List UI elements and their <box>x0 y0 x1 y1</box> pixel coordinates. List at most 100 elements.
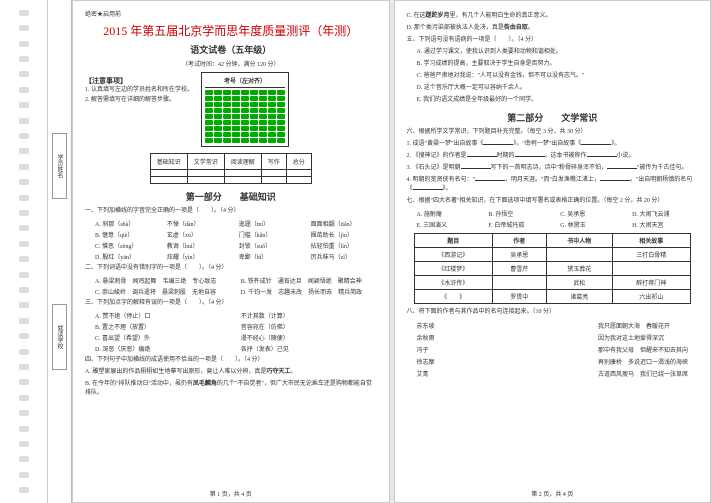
option: B. 惬意（qiè） <box>95 230 161 239</box>
table-cell: 《红楼梦》 <box>414 262 492 276</box>
option: H. 大闹天宫 <box>632 220 698 229</box>
binding-hole <box>19 225 29 231</box>
score-cell: 写作 <box>261 154 286 170</box>
option: D. 深恶（厌恶）痛绝 <box>95 344 231 353</box>
binding-hole <box>19 349 29 355</box>
match-left: 徐志摩 <box>417 357 435 366</box>
omr-bubble <box>214 120 222 125</box>
option: C. 崇山峻岭 调兵遣将 悬梁刺股 无地自容 <box>95 287 231 296</box>
omr-bubble <box>259 126 267 131</box>
option: C. 吴承恩 <box>560 209 626 218</box>
match-right: 我只愿面朝大海 春暖花开 <box>598 321 688 330</box>
omr-bubble <box>232 120 240 125</box>
exam-number-box: 考号（左对齐） <box>201 72 289 147</box>
table-cell: 诸葛亮 <box>546 290 612 304</box>
binding-hole <box>19 102 29 108</box>
omr-bubble <box>205 114 213 119</box>
omr-bubble <box>205 126 213 131</box>
option: 音容宛在（仿佛） <box>241 322 377 331</box>
notice-block: 【注意事项】 1. 认真填写左边的学员姓名和所在学校。 2. 解答需填写在详细的… <box>85 76 193 143</box>
q4-a: A. 雕塑家展出的作品栩栩如生地摹写出原形，竟让人难以分辨，真是巧夺天工。 <box>85 368 377 377</box>
score-table: 基础知识文学常识阅读理解写作总分 <box>150 153 312 184</box>
omr-bubble <box>268 132 276 137</box>
school-box: 就读学校 <box>52 304 67 370</box>
match-left: 冯子 <box>417 345 435 354</box>
option: D. 千钧一发 志趣未改 扬长而去 精兵简政 <box>241 287 377 296</box>
q2-stem: 二、下列词语中没有错别字的一项是（ ）。（4 分） <box>85 264 377 273</box>
match-right: 因为我对这土地爱得深沉 <box>598 333 688 342</box>
q7-stem: 七、根据"四大名著"相关知识，在下面选项中填写署名或表格正确的位置。（每空 2 … <box>407 197 699 206</box>
binding-hole <box>19 441 29 447</box>
option: 各抒（发表）己见 <box>241 344 377 353</box>
option: D. 殷红（yān） <box>95 252 161 261</box>
score-cell <box>286 177 311 184</box>
omr-bubble <box>223 120 231 125</box>
subtitle: 语文试卷（五年级） <box>85 43 377 56</box>
option: 玄虚（xū） <box>167 230 233 239</box>
page-1: 绝密★启用前 2015 年第五届北京学而思年度质量测评（年测） 语文试卷（五年级… <box>72 0 390 503</box>
binding-hole <box>19 333 29 339</box>
omr-bubble <box>223 102 231 107</box>
q5-option: C. 爸爸严肃地对我说："人可以没有金钱，但不可以没有志气。" <box>417 72 699 81</box>
option: B. 孙悟空 <box>488 209 554 218</box>
score-cell <box>286 170 311 177</box>
omr-bubble <box>250 138 258 143</box>
table-header: 相关故事 <box>612 234 690 248</box>
table-cell: 黛玉葬花 <box>546 262 612 276</box>
page-2-footer: 第 2 页，共 4 页 <box>395 489 711 498</box>
match-block: 苏东坡余秋雨冯子徐志摩艾青 我只愿面朝大海 春暖花开因为我对这土地爱得深沉那中有… <box>417 321 689 378</box>
omr-bubble <box>259 108 267 113</box>
score-cell: 基础知识 <box>150 154 187 170</box>
option: 门槛（kǎn） <box>239 230 305 239</box>
score-cell <box>150 170 187 177</box>
omr-bubble <box>241 138 249 143</box>
binding-hole <box>19 410 29 416</box>
omr-bubble <box>268 102 276 107</box>
binding-hole <box>19 272 29 278</box>
omr-bubble <box>241 96 249 101</box>
option: B. 铁杵成针 通宵达旦 闻颖悟绝 聚精会神 <box>241 276 377 285</box>
option: 面面相觑（tiǎn） <box>311 219 377 228</box>
match-right: 再别康桥 多说迟口一渴浅的海峡 <box>598 357 688 366</box>
match-left: 艾青 <box>417 369 435 378</box>
omr-bubble <box>232 138 240 143</box>
omr-bubble <box>241 132 249 137</box>
match-right: 那中有我父母 但醒来不知去其向 <box>598 345 688 354</box>
omr-bubble <box>232 132 240 137</box>
table-header: 题目 <box>414 234 492 248</box>
table-cell: 《水浒传》 <box>414 276 492 290</box>
table-cell: 曹雪芹 <box>492 262 546 276</box>
omr-bubble <box>214 114 222 119</box>
section-1-title: 第一部分 基础知识 <box>85 190 377 203</box>
binding-hole <box>19 25 29 31</box>
score-cell <box>187 170 224 177</box>
match-left: 苏东坡 <box>417 321 435 330</box>
omr-bubble <box>232 102 240 107</box>
main-title: 2015 年第五届北京学而思年度质量测评（年测） <box>85 22 377 39</box>
omr-bubble <box>205 132 213 137</box>
omr-bubble <box>223 108 231 113</box>
q5-option: E. 我们的语文成绩是全年级最好的一个同学。 <box>417 96 699 105</box>
omr-bubble <box>250 126 258 131</box>
omr-bubble <box>241 120 249 125</box>
omr-bubble <box>205 120 213 125</box>
score-cell: 阅读理解 <box>224 154 261 170</box>
binding-hole <box>19 210 29 216</box>
binding-hole <box>19 395 29 401</box>
score-cell <box>187 177 224 184</box>
notice-line-1: 1. 认真填写左边的学员姓名和所在学校。 <box>85 86 193 96</box>
binding-hole <box>19 41 29 47</box>
omr-bubble <box>232 114 240 119</box>
exam-meta: （考试时间：42 分钟，满分 120 分） <box>85 59 377 68</box>
omr-bubble <box>214 102 222 107</box>
q8-stem: 八、将下面的作者与其作品中的名句连接起来。（10 分） <box>407 308 699 317</box>
q6-item: 4. 明朝的宽贤侠有名句："，明月天涯。"而"白发渔樵江渚上，。"出自明朝杨慎的… <box>407 176 699 194</box>
omr-bubble <box>250 90 258 95</box>
binding-strip <box>0 0 48 503</box>
omr-bubble <box>250 102 258 107</box>
binding-hole <box>19 472 29 478</box>
omr-bubble <box>214 138 222 143</box>
binding-hole <box>19 287 29 293</box>
omr-bubble <box>232 126 240 131</box>
match-right: 古道西风瘦马 我们已绕一张草席 <box>598 369 688 378</box>
